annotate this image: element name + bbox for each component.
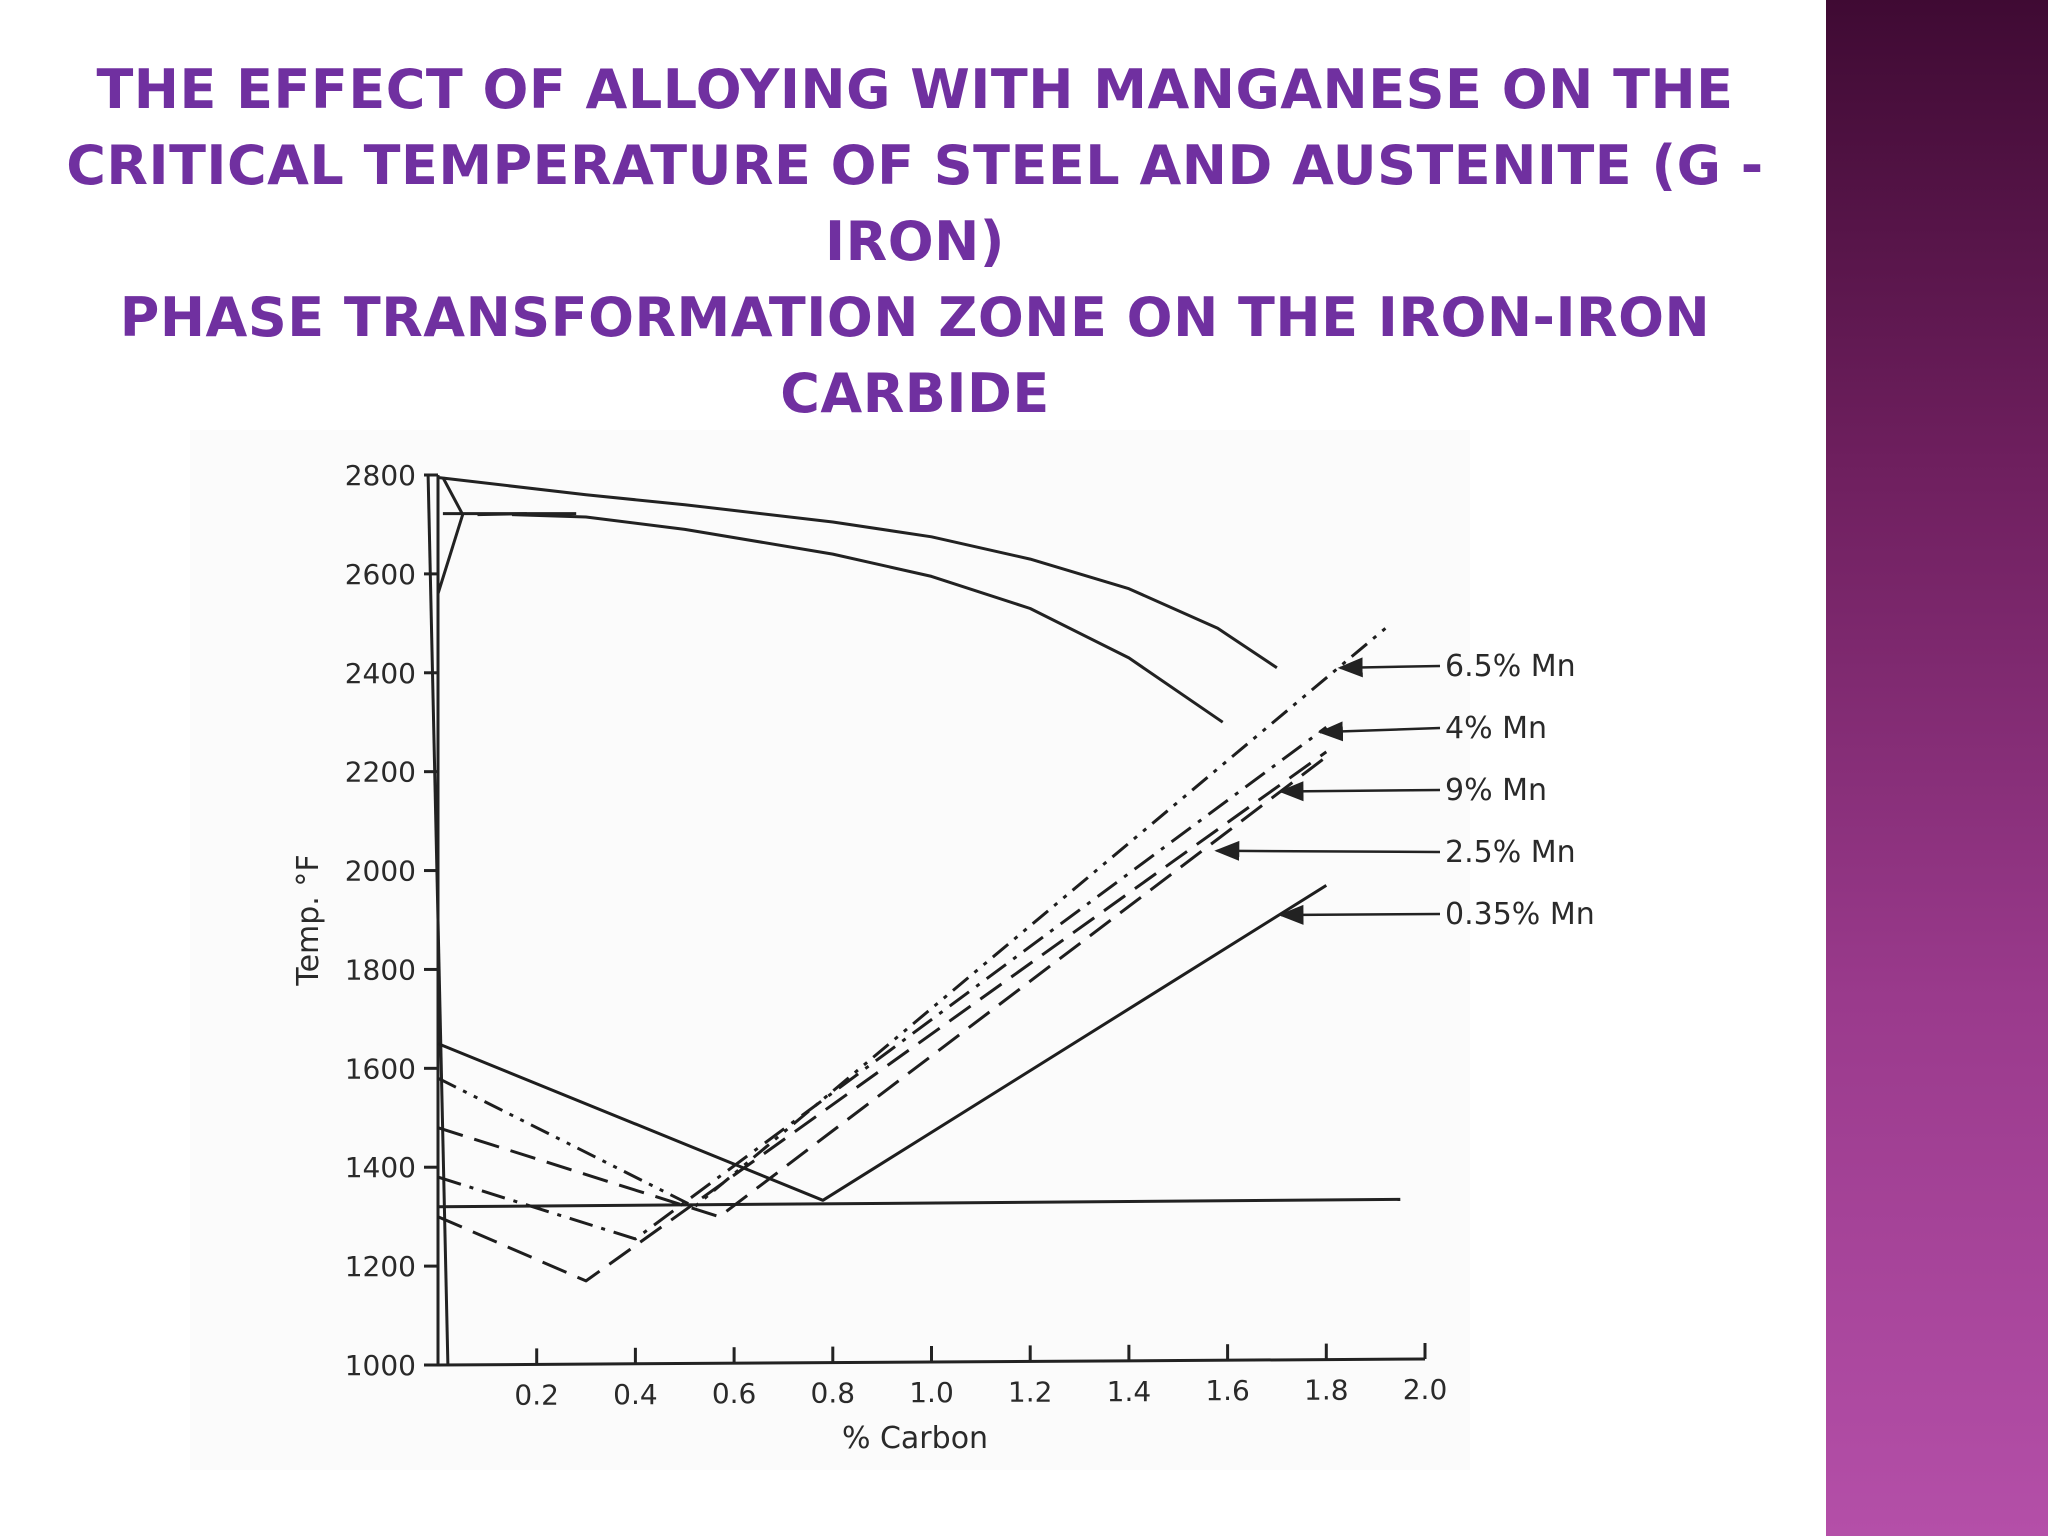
legend-label-4: 2.5% Mn (1445, 835, 1576, 870)
legend-arrow-4 (1214, 840, 1441, 861)
phase-lines (426, 474, 1401, 1366)
x-tick-label-6: 1.2 (1008, 1375, 1053, 1408)
series-line-1 (437, 884, 1328, 1202)
x-tick-label-3: 0.6 (712, 1377, 757, 1410)
series-line-5 (437, 627, 1387, 1209)
x-tick-label-9: 1.8 (1304, 1374, 1349, 1407)
legend-arrow-2 (1317, 721, 1441, 742)
series-line-3 (437, 750, 1328, 1283)
x-tick-label-1: 0.2 (514, 1378, 559, 1411)
legend-label-1: 6.5% Mn (1445, 649, 1576, 684)
iron-carbide-manganese-chart: 0.2 0.4 0.6 0.8 1.0 1.2 1.4 1.6 1.8 2.0 1000 1200 14… (190, 430, 1595, 1470)
liquidus-line (437, 476, 1278, 670)
x-tick-label-5: 1.0 (909, 1376, 954, 1409)
title-line-1: THE EFFECT OF ALLOYING WITH MANGANESE ON… (96, 58, 1734, 121)
ticks: 0.2 0.4 0.6 0.8 1.0 1.2 1.4 1.6 1.8 2.0 1000 1200 14… (345, 459, 1448, 1411)
solidus-line (511, 513, 1224, 724)
y-tick-label-2: 1200 (345, 1250, 416, 1283)
legend-arrow-5 (1278, 904, 1441, 925)
delta-lower-line (436, 514, 465, 595)
x-tick-label-4: 0.8 (811, 1377, 856, 1410)
legend-label-5: 0.35% Mn (1445, 897, 1595, 932)
decorative-side-band (1826, 0, 2048, 1536)
y-tick-label-4: 1600 (345, 1052, 416, 1085)
x-axis-label: % Carbon (842, 1421, 988, 1456)
eutectoid-horizontal-line (437, 1197, 1401, 1209)
series-line-4 (437, 725, 1328, 1241)
legend-arrow-3 (1278, 781, 1441, 802)
y-tick-label-3: 1400 (345, 1151, 416, 1184)
scan-background (190, 430, 1470, 1470)
title-line-2: CRITICAL TEMPERATURE OF STEEL AND AUSTEN… (66, 134, 1764, 273)
y-tick-label-10: 2800 (345, 459, 416, 492)
series-line-2 (437, 755, 1328, 1219)
delta-upper-line (441, 476, 465, 516)
y-tick-label-5: 1800 (345, 953, 416, 986)
x-tick-label-2: 0.4 (613, 1378, 658, 1411)
legend-label-3: 9% Mn (1445, 773, 1547, 808)
x-tick-label-10: 2.0 (1403, 1373, 1448, 1406)
austenite-boundary-line (477, 512, 527, 517)
y-tick-label-8: 2400 (345, 657, 416, 690)
title-line-3: PHASE TRANSFORMATION ZONE ON THE IRON-IR… (119, 286, 1711, 425)
x-tick-label-7: 1.4 (1107, 1375, 1152, 1408)
y-axis-label: Temp. °F (291, 854, 326, 986)
y-tick-label-1: 1000 (345, 1349, 416, 1382)
legend-arrow-1 (1337, 657, 1441, 678)
y-tick-label-7: 2200 (345, 756, 416, 789)
iron-axis-line (426, 474, 450, 1366)
legend: 6.5% Mn 4% Mn 9% Mn 2.5% Mn 0.35% Mn (1214, 649, 1595, 932)
y-tick-label-9: 2600 (345, 558, 416, 591)
y-tick-label-6: 2000 (345, 855, 416, 888)
legend-label-2: 4% Mn (1445, 711, 1547, 746)
x-tick-label-8: 1.6 (1205, 1374, 1250, 1407)
